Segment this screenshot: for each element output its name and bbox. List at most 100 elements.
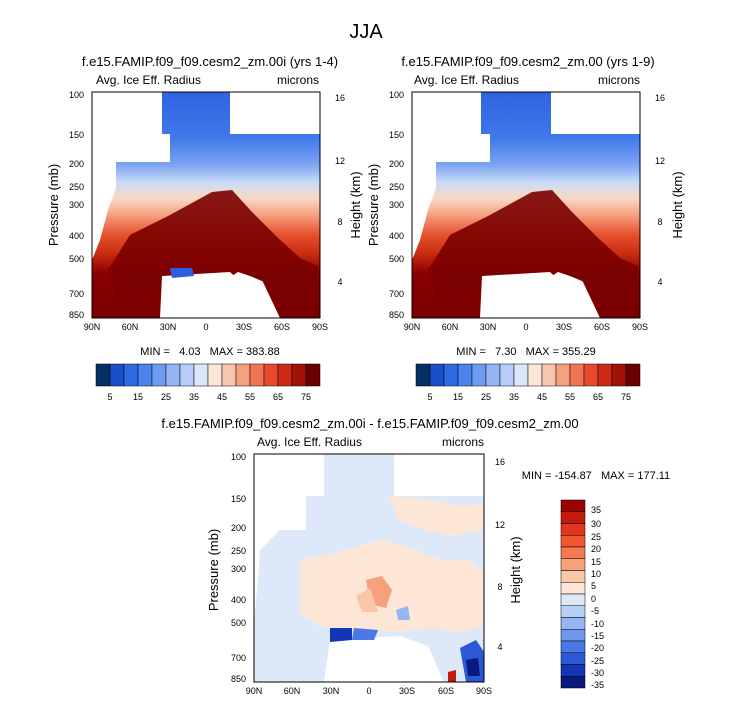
colorbar-label: 15 bbox=[133, 392, 143, 402]
colorbar-label: -5 bbox=[591, 606, 599, 616]
y-tick-label: 500 bbox=[389, 254, 404, 264]
colorbar-label: 25 bbox=[161, 392, 171, 402]
colorbar-swatch bbox=[499, 363, 515, 387]
y2-tick-label: 8 bbox=[497, 582, 502, 592]
colorbar: 35 30 25 20 15 10 5 0 -5 -10 -15 -20 -25… bbox=[560, 499, 604, 690]
y-tick-label: 400 bbox=[69, 231, 84, 241]
y-tick-label: 250 bbox=[69, 182, 84, 192]
x-tick-label: 30S bbox=[236, 322, 252, 332]
y2-tick-label: 4 bbox=[657, 277, 662, 287]
colorbar-swatch bbox=[109, 363, 125, 387]
y-tick-label: 150 bbox=[231, 494, 246, 504]
y2-tick-label: 12 bbox=[655, 156, 665, 166]
colorbar-label: -10 bbox=[591, 619, 604, 629]
panel-difference: f.e15.FAMIP.f09_f09.cesm2_zm.00i - f.e15… bbox=[161, 416, 670, 696]
colorbar-label: 0 bbox=[591, 594, 596, 604]
y-tick-label: 150 bbox=[69, 130, 84, 140]
colorbar-swatch bbox=[137, 363, 153, 387]
colorbar-label: 5 bbox=[427, 392, 432, 402]
colorbar-swatch bbox=[165, 363, 181, 387]
x-tick-label: 30S bbox=[556, 322, 572, 332]
plot-frame bbox=[91, 91, 321, 319]
y-tick-label: 200 bbox=[231, 523, 246, 533]
colorbar-swatch bbox=[560, 605, 586, 618]
colorbar-label: 15 bbox=[453, 392, 463, 402]
y-tick-label: 400 bbox=[231, 595, 246, 605]
colorbar-swatch bbox=[569, 363, 585, 387]
colorbar-swatch bbox=[541, 363, 557, 387]
y-tick-label: 850 bbox=[389, 310, 404, 320]
y-tick-label: 100 bbox=[69, 90, 84, 100]
colorbar-label: 20 bbox=[591, 544, 601, 554]
left-string: Avg. Ice Eff. Radius bbox=[414, 73, 519, 87]
plot-frame bbox=[253, 453, 485, 683]
x-tick-label: 60S bbox=[594, 322, 610, 332]
colorbar: 5 15 25 35 45 55 65 75 bbox=[95, 363, 321, 402]
y2-tick-label: 8 bbox=[337, 217, 342, 227]
x-tick-label: 0 bbox=[203, 322, 208, 332]
contour-field bbox=[254, 454, 484, 682]
colorbar-swatch bbox=[560, 593, 586, 606]
y-axis: 100 150 200 250 300 400 500 700 850 Pres… bbox=[366, 90, 404, 320]
right-string: microns bbox=[598, 73, 640, 87]
colorbar-label: 15 bbox=[591, 557, 601, 567]
colorbar-swatch bbox=[443, 363, 459, 387]
x-tick-label: 60S bbox=[274, 322, 290, 332]
x-axis: 90N 60N 30N 0 30S 60S 90S bbox=[404, 322, 648, 332]
contour-field bbox=[412, 92, 640, 318]
panel-title: f.e15.FAMIP.f09_f09.cesm2_zm.00i (yrs 1-… bbox=[82, 54, 338, 69]
x-tick-label: 90N bbox=[84, 322, 101, 332]
x-tick-label: 30N bbox=[323, 686, 340, 696]
colorbar-swatch bbox=[625, 363, 641, 387]
y2-tick-label: 12 bbox=[335, 156, 345, 166]
y-tick-label: 250 bbox=[231, 546, 246, 556]
colorbar-swatch bbox=[193, 363, 209, 387]
y-tick-label: 150 bbox=[389, 130, 404, 140]
colorbar-label: 25 bbox=[481, 392, 491, 402]
y2-axis: 16 12 8 4 Height (km) bbox=[495, 457, 523, 652]
y-tick-label: 300 bbox=[389, 200, 404, 210]
colorbar-label: -20 bbox=[591, 643, 604, 653]
colorbar-label: -15 bbox=[591, 631, 604, 641]
colorbar-swatch bbox=[560, 582, 586, 595]
colorbar-swatch bbox=[179, 363, 195, 387]
x-tick-label: 60S bbox=[438, 686, 454, 696]
y-tick-label: 200 bbox=[69, 159, 84, 169]
x-tick-label: 0 bbox=[366, 686, 371, 696]
x-tick-label: 60N bbox=[122, 322, 139, 332]
right-string: microns bbox=[442, 435, 484, 449]
colorbar-swatch bbox=[560, 640, 586, 653]
colorbar-swatch bbox=[560, 676, 586, 689]
colorbar-label: 65 bbox=[273, 392, 283, 402]
colorbar-swatch bbox=[305, 363, 321, 387]
colorbar-label: 35 bbox=[591, 505, 601, 515]
colorbar-label: 10 bbox=[591, 569, 601, 579]
y2-tick-label: 4 bbox=[497, 642, 502, 652]
x-tick-label: 30N bbox=[160, 322, 177, 332]
y-tick-label: 850 bbox=[231, 674, 246, 684]
x-tick-label: 60N bbox=[442, 322, 459, 332]
colorbar-swatch bbox=[249, 363, 265, 387]
y2-axis: 16 12 8 4 Height (km) bbox=[335, 93, 363, 287]
y-axis: 100 150 200 250 300 400 500 700 850 Pres… bbox=[46, 90, 84, 320]
colorbar-swatch bbox=[560, 617, 586, 630]
colorbar-swatch bbox=[560, 535, 586, 548]
y2-axis-label: Height (km) bbox=[508, 536, 523, 603]
colorbar-label: 75 bbox=[301, 392, 311, 402]
colorbar-swatch bbox=[263, 363, 279, 387]
y-tick-label: 700 bbox=[69, 289, 84, 299]
colorbar-label: 45 bbox=[537, 392, 547, 402]
colorbar-swatch bbox=[555, 363, 571, 387]
y-tick-label: 700 bbox=[231, 653, 246, 663]
y-tick-label: 400 bbox=[389, 231, 404, 241]
colorbar-swatch bbox=[235, 363, 251, 387]
y-axis-label: Pressure (mb) bbox=[366, 164, 381, 246]
colorbar-label: -25 bbox=[591, 656, 604, 666]
panel-title: f.e15.FAMIP.f09_f09.cesm2_zm.00i - f.e15… bbox=[161, 416, 578, 431]
y-axis: 100 150 200 250 300 400 500 700 850 Pres… bbox=[206, 452, 246, 684]
colorbar-label: 25 bbox=[591, 532, 601, 542]
colorbar-label: -35 bbox=[591, 680, 604, 690]
colorbar-swatch bbox=[560, 570, 586, 583]
colorbar-swatch bbox=[207, 363, 223, 387]
